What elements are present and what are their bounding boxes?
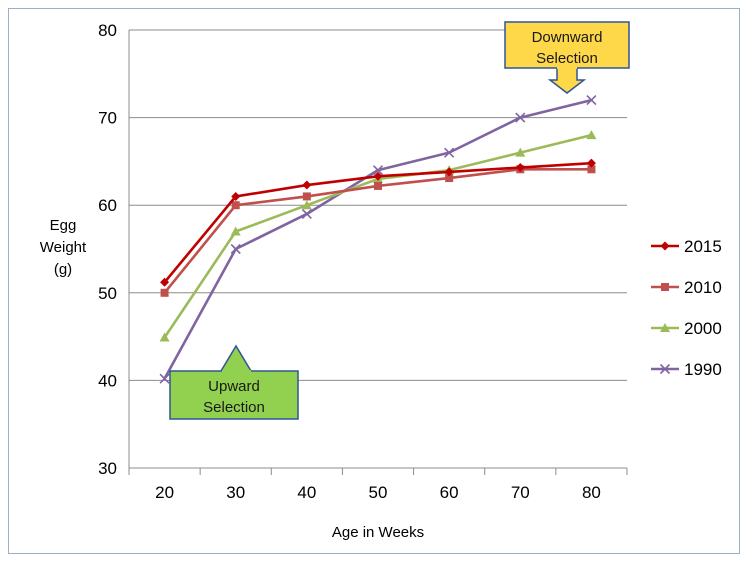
y-tick-label: 30 [98,459,117,478]
series-line-1990 [163,98,592,380]
y-tick-label: 70 [98,109,117,128]
data-point-2015 [160,277,170,287]
data-point-1990 [230,243,241,255]
callout-text: Downward [532,29,603,46]
x-tick-label: 40 [297,483,316,502]
callout-box-up [169,370,299,420]
chart-frame [8,8,740,554]
legend-marker-2000 [660,323,670,332]
y-axis-title: Weight [40,239,87,256]
data-point-2000 [586,130,597,140]
data-point-2000 [230,226,241,236]
data-point-2015 [586,158,596,168]
legend-label-2015: 2015 [684,237,722,256]
y-tick-label: 60 [98,196,117,215]
data-point-2015 [444,167,454,177]
callout-text: Selection [203,399,265,416]
legend-marker-1990 [659,363,671,375]
x-tick-label: 20 [155,483,174,502]
legend-label-1990: 1990 [684,360,722,379]
data-point-2010 [445,174,454,183]
y-axis-title: (g) [54,261,72,278]
data-point-2010 [587,165,596,174]
y-tick-label: 50 [98,284,117,303]
data-point-2000 [159,332,170,342]
callout-joint [557,66,577,69]
callout-joint [222,370,251,373]
data-point-2000 [515,147,526,157]
data-point-2015 [373,171,383,181]
callout-text: Upward [208,378,260,395]
legend-label-2000: 2000 [684,319,722,338]
legend-marker-2015 [660,241,670,251]
y-tick-label: 40 [98,371,117,390]
data-point-2010 [160,288,169,297]
data-point-2015 [302,180,312,190]
callout-arrow-down [547,66,587,94]
data-point-2015 [515,163,525,173]
x-tick-label: 50 [369,483,388,502]
data-point-1990 [586,95,597,106]
data-point-2010 [302,192,311,201]
x-tick-label: 70 [511,483,530,502]
legend-marker-2010 [661,283,669,291]
x-tick-label: 60 [440,483,459,502]
y-axis-title: Egg [50,217,77,234]
data-point-2000 [301,200,312,210]
y-tick-label: 80 [98,21,117,40]
x-tick-label: 80 [582,483,601,502]
legend-label-2010: 2010 [684,278,722,297]
data-point-1990 [372,165,384,176]
data-point-2015 [231,191,241,201]
series-line-2000 [163,133,592,339]
x-tick-label: 30 [226,483,245,502]
data-point-1990 [515,112,526,123]
x-axis-title: Age in Weeks [332,524,424,541]
callout-arrow-up [219,344,253,372]
data-point-2010 [231,201,240,210]
callout-text: Selection [536,50,598,67]
callout-box-down [504,21,630,69]
data-point-1990 [159,373,170,384]
data-point-1990 [301,208,312,220]
data-point-2010 [374,181,382,190]
data-point-1990 [444,147,455,158]
